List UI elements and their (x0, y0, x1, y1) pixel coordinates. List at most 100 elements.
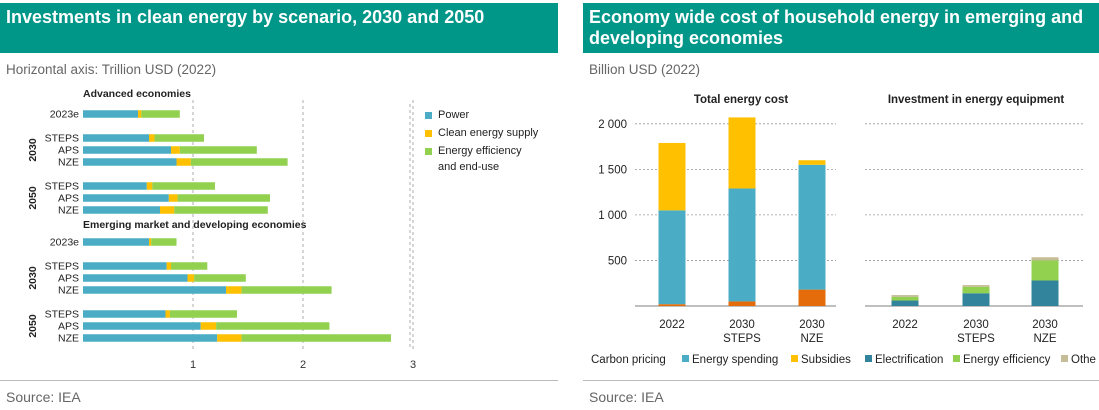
row-label: APS (58, 193, 79, 205)
row-label: STEPS (45, 309, 79, 321)
category-label: 2022 (659, 319, 685, 331)
bar-segment (891, 300, 919, 306)
bar-segment (658, 304, 686, 306)
period-label: 2050 (27, 186, 39, 210)
row-label: STEPS (45, 181, 79, 193)
bar-segment (798, 160, 826, 165)
legend-swatch (425, 130, 432, 137)
bar-segment (241, 286, 332, 294)
bar-segment (217, 334, 242, 342)
bar-segment (200, 322, 217, 330)
row-label: 2023e (50, 109, 79, 121)
bar-segment (1031, 257, 1059, 261)
legend-swatch (682, 355, 689, 362)
bar-segment (154, 134, 204, 142)
bar-segment (83, 286, 226, 294)
legend-label: Power (438, 109, 470, 121)
bar-segment (83, 310, 166, 318)
row-label: APS (58, 273, 79, 285)
right-chart-plot: 2 000 1 500 1 000 500 Total energy cost 2022 2… (591, 94, 1096, 366)
left-chart-subtitle: Horizontal axis: Trillion USD (2022) (6, 62, 217, 77)
legend-label: Energy efficiency (438, 145, 522, 157)
bar-segment (151, 238, 177, 246)
x-tick-label: 1 (190, 359, 196, 371)
bar-segment (83, 262, 167, 270)
bar-segment (1031, 280, 1059, 306)
bar-segment (83, 146, 171, 154)
bar-segment (658, 210, 686, 305)
bar-segment (891, 296, 919, 301)
bar-segment (171, 262, 208, 270)
right-chart-title: Economy wide cost of household energy in… (583, 3, 1099, 53)
group-title: Emerging market and developing economies (83, 219, 307, 231)
right-chart-source: Source: IEA (589, 389, 664, 405)
bar-segment (83, 334, 218, 342)
bar-segment (798, 289, 826, 306)
right-source-divider (583, 380, 1099, 381)
row-label: STEPS (45, 261, 79, 273)
category-label: STEPS (957, 333, 995, 345)
y-tick-label: 500 (608, 255, 627, 267)
bar-segment (160, 206, 175, 214)
bar-segment (190, 158, 288, 166)
legend-swatch (953, 355, 960, 362)
y-tick-label: 1 000 (598, 210, 627, 222)
left-chart-title: Investments in clean energy by scenario,… (0, 3, 558, 53)
legend-swatch (425, 112, 432, 119)
category-label: 2022 (892, 319, 918, 331)
left-chart-source: Source: IEA (6, 389, 81, 405)
bar-segment (83, 134, 149, 142)
period-label: 2050 (27, 314, 39, 338)
row-label: NZE (58, 205, 79, 217)
legend-label: Energy spending (692, 354, 778, 366)
bar-segment (141, 110, 180, 118)
row-label: APS (58, 145, 79, 157)
right-chart-subtitle: Billion USD (2022) (589, 62, 701, 77)
row-label: APS (58, 321, 79, 333)
bar-segment (241, 334, 391, 342)
legend-swatch (865, 355, 872, 362)
bar-segment (166, 262, 171, 270)
bar-segment (174, 206, 268, 214)
bar-segment (194, 274, 246, 282)
legend-label: Subsidies (801, 354, 851, 366)
bar-segment (83, 194, 169, 202)
category-label: 2030 (729, 319, 755, 331)
bar-segment (138, 110, 142, 118)
legend-label: and end-use (438, 161, 499, 173)
bar-segment (728, 117, 756, 189)
panel-title: Investment in energy equipment (888, 94, 1065, 106)
left-source-divider (0, 380, 558, 381)
legend-swatch (1061, 355, 1068, 362)
bar-segment (179, 146, 257, 154)
category-label: 2030 (799, 319, 825, 331)
bar-segment (216, 322, 330, 330)
bar-segment (798, 164, 826, 290)
bar-segment (1031, 260, 1059, 281)
bar-segment (171, 146, 180, 154)
bar-segment (962, 285, 990, 287)
x-tick-label: 2 (300, 359, 306, 371)
category-label: STEPS (723, 333, 761, 345)
bar-segment (226, 286, 242, 294)
row-label: 2023e (50, 237, 79, 249)
bar-segment (83, 322, 201, 330)
legend-label: Energy efficiency (963, 354, 1051, 366)
y-tick-label: 2 000 (598, 119, 627, 131)
group-title: Advanced economies (83, 88, 191, 100)
left-chart-panel: Investments in clean energy by scenario,… (0, 3, 558, 405)
bar-segment (83, 182, 147, 190)
bar-segment (149, 238, 152, 246)
y-tick-label: 1 500 (598, 164, 627, 176)
period-label: 2030 (27, 266, 39, 290)
legend-swatch (791, 355, 798, 362)
x-tick-label: 3 (410, 359, 416, 371)
legend-swatch (425, 148, 432, 155)
legend-label: Carbon pricing (591, 354, 666, 366)
bar-segment (176, 158, 191, 166)
category-label: NZE (801, 333, 824, 345)
bar-segment (728, 188, 756, 302)
bar-segment (962, 293, 990, 306)
bar-segment (83, 158, 177, 166)
